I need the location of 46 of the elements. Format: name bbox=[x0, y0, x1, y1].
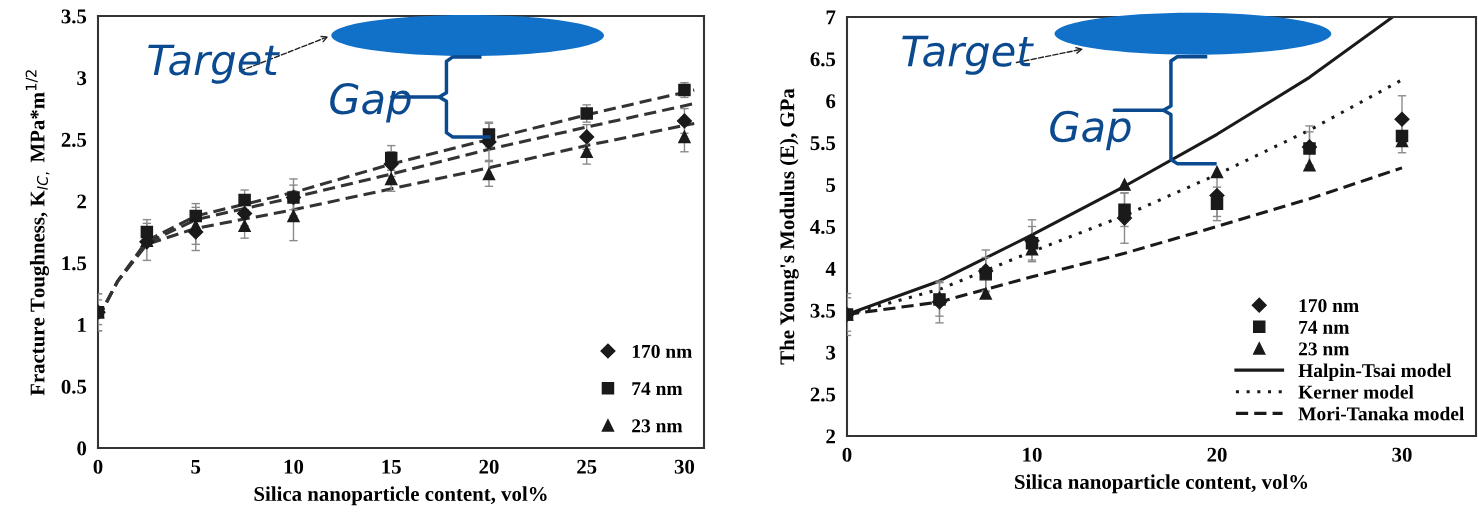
x-tick-label: 20 bbox=[1207, 447, 1227, 462]
x-tick-label: 5 bbox=[191, 459, 201, 474]
x-tick-label: 30 bbox=[674, 459, 695, 474]
x-tick-label: 0 bbox=[842, 447, 852, 462]
legend-label: 74 nm bbox=[632, 382, 683, 395]
y-tick-label: 2 bbox=[77, 194, 86, 209]
y-tick-label: 3 bbox=[77, 71, 87, 86]
x-axis-title: Silica nanoparticle content, vol% bbox=[254, 486, 547, 506]
legend-label: 74 nm bbox=[1299, 320, 1350, 334]
annotation: Target bbox=[148, 44, 280, 84]
legend-label: Halpin-Tsai model bbox=[1298, 363, 1452, 382]
y-tick-label: 7 bbox=[826, 10, 836, 25]
y-tick-label: 4.5 bbox=[810, 220, 836, 235]
x-tick-label: 15 bbox=[382, 459, 401, 474]
x-axis-title: Silica nanoparticle content, vol% bbox=[1015, 474, 1308, 494]
legend-label: Mori-Tanaka model bbox=[1298, 406, 1464, 421]
x-tick-label: 0 bbox=[93, 459, 103, 474]
x-tick-label: 10 bbox=[1023, 447, 1042, 462]
y-tick-label: 1 bbox=[78, 318, 86, 332]
y-tick-label: 5 bbox=[826, 178, 836, 193]
y-tick-label: 3 bbox=[826, 345, 836, 360]
y-tick-label: 4 bbox=[825, 261, 836, 276]
legend-label: 170 nm bbox=[1299, 299, 1359, 313]
y-axis-title: The Young's Modulus (E), GPa bbox=[779, 88, 799, 365]
y-tick-label: 0.5 bbox=[61, 379, 87, 394]
y-tick-label: 3.5 bbox=[61, 9, 87, 24]
annotation: Gap bbox=[1050, 110, 1131, 151]
x-tick-label: 10 bbox=[284, 459, 304, 474]
x-tick-label: 30 bbox=[1392, 447, 1412, 462]
x-tick-label: 25 bbox=[577, 459, 597, 474]
y-tick-label: 1.5 bbox=[62, 256, 87, 271]
legend-label: 23 nm bbox=[1298, 342, 1350, 356]
y-tick-label: 3.5 bbox=[810, 303, 836, 318]
y-tick-label: 6.5 bbox=[810, 52, 836, 67]
y-tick-label: 2.5 bbox=[61, 132, 87, 147]
y-tick-label: 2.5 bbox=[810, 387, 836, 402]
y-axis-title: Fracture Toughness, K$_{IC,}$ MPa*m$^{1/2}$ bbox=[25, 70, 50, 396]
y-tick-label: 6 bbox=[826, 94, 836, 109]
legend-label: 23 nm bbox=[632, 419, 683, 433]
y-tick-label: 2 bbox=[826, 429, 835, 444]
legend-label: 170 nm bbox=[632, 344, 692, 358]
x-tick-label: 20 bbox=[479, 459, 499, 474]
annotation: Target bbox=[902, 35, 1034, 75]
annotation: Gap bbox=[330, 82, 411, 123]
y-tick-label: 5.5 bbox=[810, 136, 836, 151]
legend-label: Kerner model bbox=[1298, 385, 1414, 399]
